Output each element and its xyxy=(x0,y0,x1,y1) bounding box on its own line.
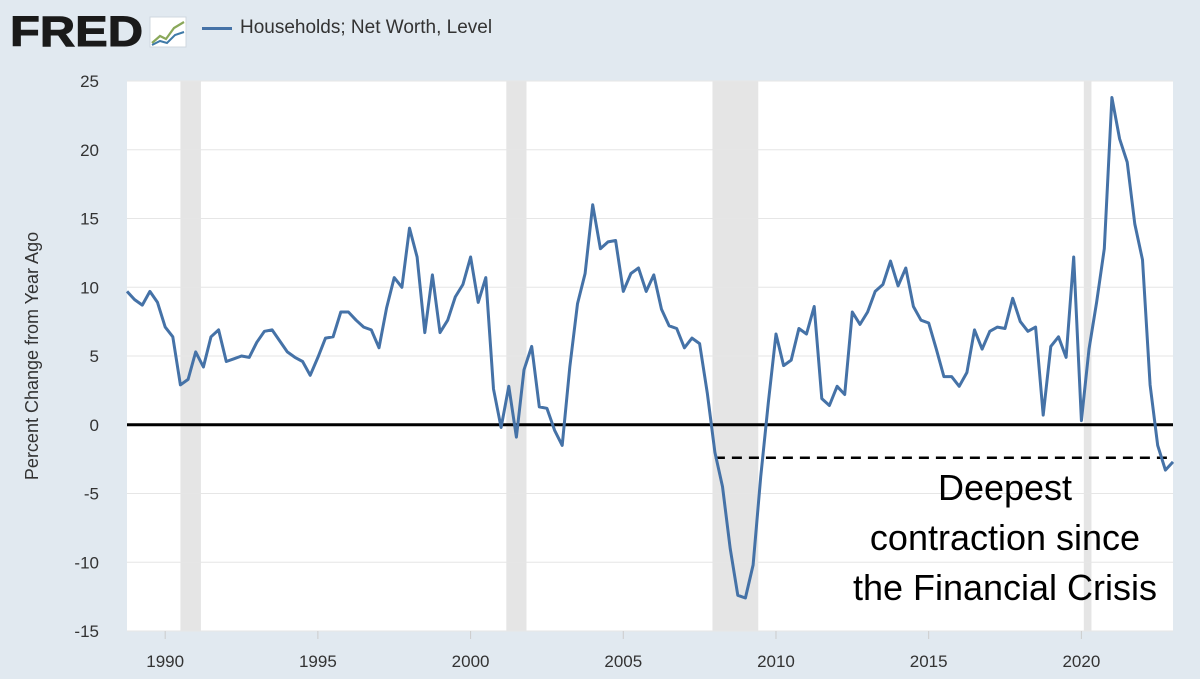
series-layer xyxy=(125,96,1175,600)
x-tick-label: 2010 xyxy=(757,652,795,671)
x-tick-label: 2020 xyxy=(1062,652,1100,671)
legend-swatch xyxy=(202,26,232,30)
fred-logo-text: FRED xyxy=(10,8,143,52)
y-tick-label: 25 xyxy=(80,72,99,91)
reference-lines xyxy=(127,423,1173,459)
series-line xyxy=(125,96,1175,600)
x-tick-label: 1990 xyxy=(146,652,184,671)
legend: Households; Net Worth, Level xyxy=(202,17,492,39)
y-tick-label: 5 xyxy=(90,347,99,366)
y-tick-label: 10 xyxy=(80,278,99,297)
annotation-text: contraction since xyxy=(870,517,1140,558)
fred-logo: FRED xyxy=(10,8,187,52)
x-tick-label: 2000 xyxy=(452,652,490,671)
legend-label: Households; Net Worth, Level xyxy=(240,17,493,38)
y-tick-label: 0 xyxy=(90,416,99,435)
x-tick-label: 2005 xyxy=(604,652,642,671)
y-tick-label: -15 xyxy=(74,622,99,641)
gridlines xyxy=(127,80,1173,632)
annotation-text: Deepest xyxy=(938,467,1072,508)
y-axis-label: Percent Change from Year Ago xyxy=(22,232,42,480)
annotation: Deepest contraction since the Financial Cr… xyxy=(853,467,1157,608)
annotation-text: the Financial Crisis xyxy=(853,567,1157,608)
x-tick-label: 1995 xyxy=(299,652,337,671)
line-graph-icon xyxy=(149,16,187,48)
y-tick-label: 20 xyxy=(80,141,99,160)
y-tick-label: -5 xyxy=(84,485,99,504)
y-tick-label: -10 xyxy=(74,553,99,572)
y-tick-label: 15 xyxy=(80,210,99,229)
chart-header: FRED Households; Net Worth, Level xyxy=(0,0,1200,62)
x-tick-label: 2015 xyxy=(910,652,948,671)
